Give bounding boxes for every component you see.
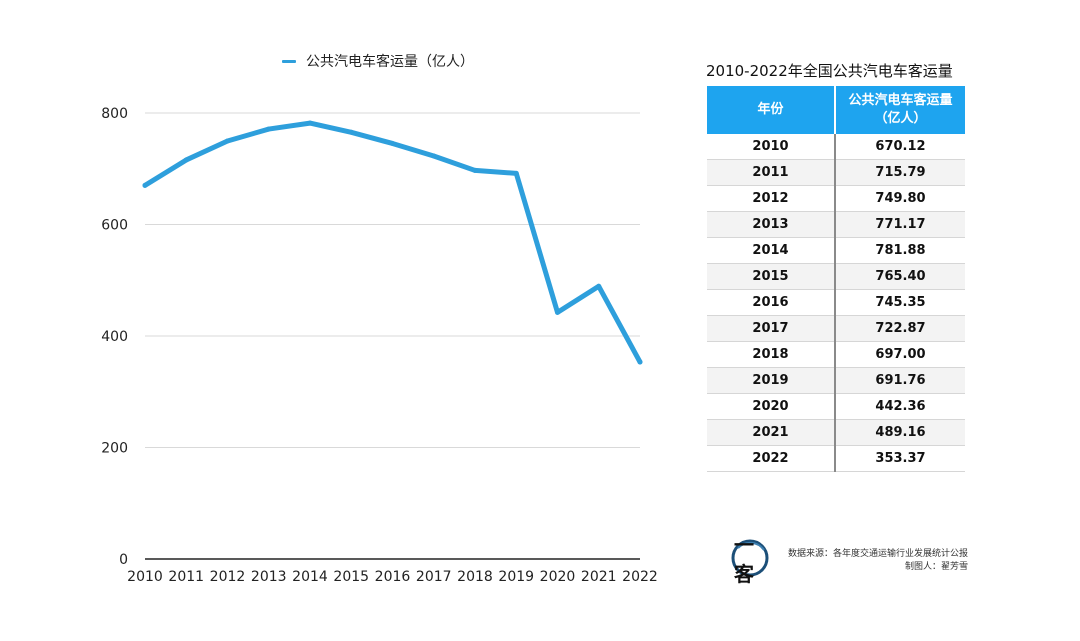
cell-value: 442.36 [835,393,965,420]
cell-year: 2017 [707,315,836,342]
cell-value: 715.79 [835,159,965,186]
table-row: 2018 697.00 [707,341,965,368]
table-row: 2015 765.40 [707,263,965,290]
cell-value: 722.87 [835,315,965,342]
cell-year: 2012 [707,185,836,212]
data-point [472,167,478,173]
cell-year: 2011 [707,159,836,186]
data-point [142,182,148,188]
cell-value: 749.80 [835,185,965,212]
x-tick-label: 2016 [375,569,411,585]
table-row: 2017 722.87 [707,315,965,342]
cell-value: 697.00 [835,341,965,368]
cell-year: 2022 [707,445,836,472]
cell-value: 771.17 [835,211,965,238]
x-tick-label: 2017 [416,569,452,585]
data-point [266,126,272,132]
series-line [142,120,643,365]
data-point [348,129,354,135]
cell-value: 691.76 [835,367,965,394]
data-source: 数据来源：各年度交通运输行业发展统计公报 [787,549,968,559]
cell-year: 2019 [707,367,836,394]
header-year: 年份 [707,86,836,134]
data-point [307,120,313,126]
chart-legend: 公共汽电车客运量（亿人） [282,50,474,72]
table-row: 2013 771.17 [707,211,965,238]
cell-value: 489.16 [835,419,965,446]
table-row: 2014 781.88 [707,237,965,264]
table-row: 2011 715.79 [707,159,965,186]
cell-year: 2018 [707,341,836,368]
table-row: 2019 691.76 [707,367,965,394]
cell-year: 2021 [707,419,836,446]
cell-year: 2015 [707,263,836,290]
data-table: 年份 公共汽电车客运量（亿人） 2010 670.12 2011 715.79 2012… [707,86,965,472]
x-tick-label: 2012 [210,569,246,585]
footnote: 数据来源：各年度交通运输行业发展统计公报 制图人：翟芳雪 [788,548,968,574]
x-tick-label: 2019 [498,569,534,585]
x-tick-label: 2020 [540,569,576,585]
data-point [183,157,189,163]
table-row: 2022 353.37 [707,445,965,472]
x-tick-label: 2011 [168,569,204,585]
x-tick-label: 2021 [581,569,617,585]
x-tick-label: 2018 [457,569,493,585]
cell-year: 2010 [707,134,836,160]
x-tick-label: 2015 [333,569,369,585]
cell-year: 2013 [707,211,836,238]
table-row: 2021 489.16 [707,419,965,446]
x-tick-label: 2022 [622,569,658,585]
cell-value: 745.35 [835,289,965,316]
x-tick-label: 2010 [127,569,163,585]
legend-label: 公共汽电车客运量（亿人） [306,54,474,70]
chart-author: 制图人：翟芳雪 [904,562,968,572]
data-point [390,140,395,146]
y-tick-label: 400 [101,329,128,345]
data-point [637,359,643,365]
cell-year: 2020 [707,393,836,420]
table-header-row: 年份 公共汽电车客运量（亿人） [707,86,965,134]
y-tick-label: 600 [101,218,128,234]
cell-value: 670.12 [835,134,965,160]
x-tick-label: 2013 [251,569,287,585]
data-point [555,309,560,315]
data-point [513,170,519,176]
y-tick-label: 200 [101,441,128,457]
cell-value: 765.40 [835,263,965,290]
table-title: 2010-2022年全国公共汽电车客运量 [706,62,953,80]
legend-swatch [282,59,296,63]
logo-mark [731,539,769,577]
data-point [431,153,437,159]
table-row: 2010 670.12 [707,134,965,160]
cell-value: 781.88 [835,237,965,264]
y-tick-label: 800 [101,106,128,122]
y-tick-label: 0 [119,552,128,568]
cell-year: 2014 [707,237,836,264]
x-tick-label: 2014 [292,569,328,585]
header-value: 公共汽电车客运量（亿人） [835,86,965,134]
table-row: 2016 745.35 [707,289,965,316]
data-point [596,283,602,289]
cell-year: 2016 [707,289,836,316]
logo-text: 一客 [734,533,754,586]
brand-logo: 一客 [702,533,772,586]
cell-value: 353.37 [835,445,965,472]
table-row: 2020 442.36 [707,393,965,420]
table-row: 2012 749.80 [707,185,965,212]
data-point [225,138,230,144]
